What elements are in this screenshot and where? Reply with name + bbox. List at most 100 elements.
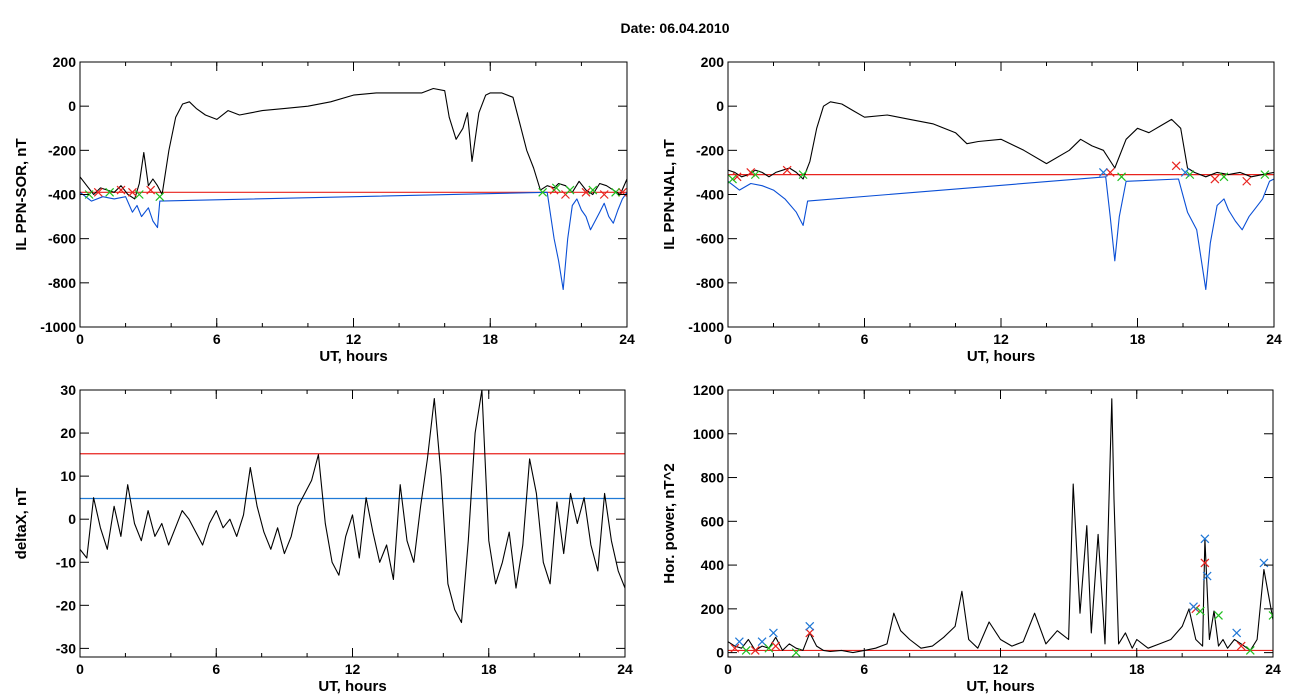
x-tick-label: 6: [861, 331, 869, 347]
series-line-blue: [80, 191, 627, 291]
marker-blue: [805, 621, 815, 631]
marker-green: [84, 190, 94, 199]
y-tick-label: -200: [48, 142, 76, 158]
x-tick-label: 18: [482, 331, 498, 347]
x-tick-label: 18: [1129, 661, 1145, 677]
y-tick-label: -20: [56, 597, 76, 613]
marker-stroke: [134, 190, 144, 199]
marker-red: [1171, 161, 1181, 171]
marker-red: [146, 185, 156, 195]
marker-blue: [1259, 558, 1269, 568]
marker-stroke: [538, 187, 548, 197]
marker-blue: [1232, 628, 1242, 638]
panel-nal: 0 6 12 18 24 200 0 -200 -400 -600 -800 -1000 UT, hou…: [661, 54, 1282, 365]
x-tick-label: 18: [1130, 331, 1146, 347]
marker-stroke: [750, 646, 760, 655]
x-axis-label: UT, hours: [966, 678, 1034, 695]
series-line-black: [728, 101, 1274, 180]
marker-green: [1245, 646, 1255, 655]
y-tick-label: 200: [701, 54, 725, 70]
marker-stroke: [768, 628, 778, 638]
marker-green: [1185, 170, 1195, 180]
y-tick-label: 20: [60, 425, 76, 441]
marker-stroke: [730, 643, 740, 653]
x-tick-label: 24: [1265, 661, 1281, 677]
y-tick-label: 1200: [693, 382, 724, 398]
marker-stroke: [1245, 646, 1255, 655]
marker-green: [1214, 610, 1223, 620]
marker-stroke: [741, 646, 751, 655]
marker-stroke: [93, 187, 103, 197]
y-tick-label: -600: [48, 231, 76, 247]
marker-stroke: [1180, 167, 1190, 177]
marker-green: [1195, 606, 1205, 616]
marker-stroke: [746, 167, 756, 177]
marker-stroke: [565, 185, 575, 195]
marker-stroke: [1214, 610, 1223, 620]
y-tick-label: -600: [696, 231, 724, 247]
marker-green: [134, 190, 144, 199]
marker-red: [581, 187, 591, 197]
marker-stroke: [1105, 167, 1115, 177]
marker-stroke: [581, 187, 591, 197]
marker-red: [1236, 641, 1246, 651]
marker-stroke: [757, 637, 767, 647]
marker-stroke: [105, 187, 115, 197]
x-tick-label: 0: [76, 331, 84, 347]
marker-blue: [1202, 571, 1212, 581]
y-tick-label: 800: [701, 470, 725, 486]
x-tick-label: 6: [212, 661, 220, 677]
marker-stroke: [1219, 172, 1229, 182]
panel-deltax: 0 6 12 18 24 30 20 10 0 -10 -20 -30 UT, hours deltaX,…: [13, 382, 633, 695]
marker-red: [93, 187, 103, 197]
plot-frame: [727, 61, 1275, 328]
plot-area-sor: [80, 87, 627, 291]
marker-stroke: [1236, 641, 1246, 651]
panel-power: 0 6 12 18 24 1200 1000 800 600 400 200 0 UT, hours Ho…: [661, 382, 1281, 695]
marker-stroke: [732, 172, 742, 182]
marker-red: [782, 165, 792, 175]
y-tick-label: -400: [696, 187, 724, 203]
y-tick-label: -800: [48, 275, 76, 291]
series-line-black: [728, 398, 1273, 654]
marker-green: [155, 192, 165, 202]
y-tick-label: -10: [56, 554, 76, 570]
page-title: Date: 06.04.2010: [620, 20, 730, 36]
y-tick-label: -800: [696, 275, 724, 291]
marker-red: [599, 190, 609, 199]
y-axis-label: deltaX, nT: [13, 488, 30, 560]
marker-green: [728, 174, 737, 184]
y-tick-label: 0: [716, 645, 724, 661]
marker-stroke: [771, 641, 781, 651]
marker-stroke: [805, 628, 815, 638]
marker-stroke: [1268, 610, 1273, 617]
marker-red: [1210, 174, 1220, 184]
marker-stroke: [805, 621, 815, 631]
y-tick-label: 30: [60, 382, 76, 398]
y-tick-label: 0: [68, 511, 76, 527]
marker-stroke: [1202, 571, 1212, 581]
marker-red: [1200, 558, 1210, 568]
panel-sor: 0 6 12 18 24 200 0 -200 -400 -600 -800 -1000 UT, hou…: [13, 54, 635, 365]
y-tick-label: -30: [56, 640, 76, 656]
marker-green: [105, 187, 115, 197]
series-line-black: [80, 390, 625, 624]
marker-red: [805, 628, 815, 638]
marker-stroke: [1195, 606, 1205, 616]
marker-stroke: [611, 187, 621, 197]
x-tick-label: 0: [724, 331, 732, 347]
marker-red: [746, 167, 756, 177]
marker-stroke: [791, 648, 801, 657]
marker-stroke: [588, 185, 598, 195]
marker-green: [798, 170, 808, 180]
marker-red: [116, 185, 126, 195]
y-axis-label: Hor. power, nT^2: [661, 463, 678, 583]
y-axis-label: IL PPN-SOR, nT: [13, 138, 30, 250]
marker-green: [791, 648, 801, 657]
marker-stroke: [1232, 628, 1242, 638]
x-axis-label: UT, hours: [318, 678, 386, 695]
y-tick-label: 0: [68, 98, 76, 114]
marker-blue: [734, 637, 744, 647]
marker-stroke: [1185, 170, 1195, 180]
marker-stroke: [1200, 534, 1210, 544]
